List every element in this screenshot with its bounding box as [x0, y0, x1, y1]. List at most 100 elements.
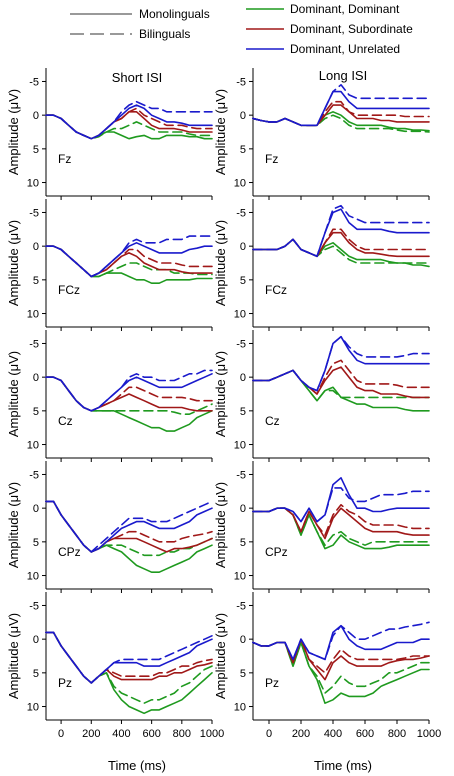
y-tick-label: 10	[27, 571, 39, 583]
column-title-short-isi: Short ISI	[112, 70, 163, 85]
series-line-bi_dd	[252, 641, 430, 694]
y-tick-label: -5	[29, 600, 39, 612]
series-line-mono_dd	[252, 641, 430, 704]
y-tick-label: 5	[33, 275, 39, 287]
y-tick-label: -5	[236, 600, 246, 612]
electrode-label: Pz	[265, 676, 279, 690]
y-tick-label: 5	[240, 144, 246, 156]
y-axis-label: Amplitude (μV)	[213, 613, 228, 699]
column-title-long-isi: Long ISI	[319, 68, 367, 83]
y-tick-label: -5	[29, 76, 39, 88]
y-tick-label: -5	[29, 207, 39, 219]
electrode-label: Cz	[58, 414, 73, 428]
y-axis-label: Amplitude (μV)	[6, 89, 21, 175]
y-tick-label: -5	[236, 76, 246, 88]
legend-monolinguals-label: Monolinguals	[139, 7, 210, 21]
electrode-label: FCz	[58, 283, 80, 297]
series-line-mono_dd	[45, 245, 213, 284]
y-tick-label: 5	[33, 144, 39, 156]
y-tick-label: 5	[240, 406, 246, 418]
y-tick-label: 10	[27, 440, 39, 452]
y-tick-label: -5	[29, 338, 39, 350]
series-line-bi_dd	[252, 238, 430, 264]
x-tick-label: 1000	[200, 728, 224, 740]
y-tick-label: -5	[236, 207, 246, 219]
series-line-mono_du	[252, 335, 430, 392]
electrode-label: Fz	[58, 152, 71, 166]
y-tick-label: 5	[240, 668, 246, 680]
series-line-bi_du	[252, 84, 430, 127]
x-tick-label: 0	[266, 728, 272, 740]
x-tick-label: 600	[142, 728, 160, 740]
y-tick-label: 10	[234, 571, 246, 583]
x-tick-label: 200	[292, 728, 310, 740]
y-axis-label: Amplitude (μV)	[6, 482, 21, 568]
y-axis-label: Amplitude (μV)	[213, 89, 228, 175]
y-tick-label: 0	[240, 110, 246, 122]
y-axis-label: Amplitude (μV)	[213, 482, 228, 568]
series-line-mono_dd	[252, 507, 430, 550]
electrode-label: Pz	[58, 676, 72, 690]
x-tick-label: 600	[356, 728, 374, 740]
electrode-label: Fz	[265, 152, 278, 166]
panel-fz-short: -5 0 5 10 Amplitude (μV) Fz	[6, 68, 213, 200]
series-line-bi_dd	[252, 114, 430, 133]
x-axis-label-right: Time (ms)	[314, 758, 372, 773]
y-tick-label: 0	[33, 110, 39, 122]
panel-cpz-long: -5 0 5 10 Amplitude (μV) CPz	[213, 461, 430, 593]
y-tick-label: 10	[27, 309, 39, 321]
panel-cpz-short: -5 0 5 10 Amplitude (μV) CPz	[6, 461, 213, 593]
series-line-bi_du	[45, 235, 213, 278]
y-tick-label: 10	[234, 178, 246, 190]
series-line-bi_du	[252, 204, 430, 258]
x-tick-label: 1000	[417, 728, 441, 740]
y-tick-label: 5	[240, 275, 246, 287]
x-axis-label-left: Time (ms)	[108, 758, 166, 773]
electrode-label: Cz	[265, 414, 280, 428]
y-tick-label: 0	[240, 372, 246, 384]
x-tick-label: 800	[388, 728, 406, 740]
y-axis-label: Amplitude (μV)	[213, 351, 228, 437]
panel-fcz-short: -5 0 5 10 Amplitude (μV) FCz	[6, 199, 213, 331]
legend-dominant-dominant-label: Dominant, Dominant	[290, 2, 400, 16]
x-tick-label: 800	[173, 728, 191, 740]
y-tick-label: 5	[33, 668, 39, 680]
y-tick-label: 0	[240, 503, 246, 515]
y-tick-label: 10	[234, 702, 246, 714]
panel-fz-long: -5 0 5 10 Amplitude (μV) Fz	[213, 68, 430, 200]
series-line-mono_du	[45, 373, 213, 412]
y-tick-label: 0	[33, 372, 39, 384]
x-tick-label: 400	[112, 728, 130, 740]
series-line-mono_dd	[45, 631, 213, 715]
electrode-label: CPz	[265, 545, 288, 559]
series-line-bi_du	[252, 487, 430, 523]
y-tick-label: 10	[234, 309, 246, 321]
electrode-label: CPz	[58, 545, 81, 559]
series-line-bi_du	[45, 500, 213, 553]
series-line-bi_du	[45, 631, 213, 684]
y-tick-label: -5	[29, 469, 39, 481]
y-axis-label: Amplitude (μV)	[6, 351, 21, 437]
y-tick-label: 0	[33, 241, 39, 253]
series-line-bi_du	[45, 100, 213, 140]
y-axis-label: Amplitude (μV)	[6, 613, 21, 699]
panel-pz-short: -5 0 5 10 0 200 400 600 800 1000 Amplitude (μV) Pz	[6, 592, 224, 740]
series-line-mono_du	[45, 242, 213, 278]
x-tick-label: 200	[82, 728, 100, 740]
panel-pz-long: -5 0 5 10 0 200 400 600 800 1000 Amplitude (μV) Pz	[213, 592, 441, 740]
y-tick-label: 0	[240, 634, 246, 646]
y-tick-label: 5	[33, 406, 39, 418]
electrode-label: FCz	[265, 283, 287, 297]
y-tick-label: 0	[33, 634, 39, 646]
legend: Monolinguals Bilinguals Dominant, Domina…	[70, 2, 413, 56]
legend-dominant-subordinate-label: Dominant, Subordinate	[290, 22, 413, 36]
legend-dominant-unrelated-label: Dominant, Unrelated	[290, 42, 400, 56]
y-tick-label: 5	[240, 537, 246, 549]
y-axis-label: Amplitude (μV)	[6, 220, 21, 306]
y-tick-label: 0	[33, 503, 39, 515]
series-line-mono_ds	[252, 507, 430, 540]
series-line-mono_ds	[252, 638, 430, 681]
y-tick-label: -5	[236, 469, 246, 481]
y-axis-label: Amplitude (μV)	[213, 220, 228, 306]
